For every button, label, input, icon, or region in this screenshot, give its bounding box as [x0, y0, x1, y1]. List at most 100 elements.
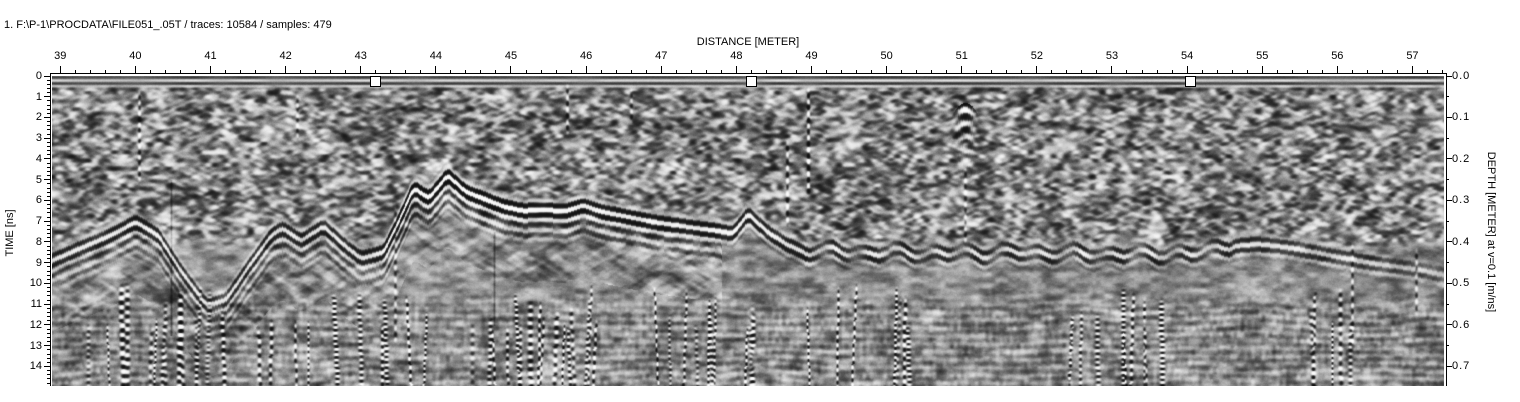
time-tick-label: 12 — [29, 318, 42, 331]
x-major-tick — [961, 66, 963, 73]
time-minor-tick — [47, 191, 50, 193]
time-minor-tick — [47, 349, 50, 351]
x-major-tick — [585, 66, 587, 73]
time-minor-tick — [47, 195, 50, 197]
x-major-tick — [810, 66, 812, 73]
x-minor-tick — [1216, 70, 1218, 73]
x-tick-label: 50 — [880, 50, 893, 62]
time-minor-tick — [47, 170, 50, 172]
x-minor-tick — [1381, 70, 1383, 73]
x-minor-tick — [690, 70, 692, 73]
x-major-tick — [886, 66, 888, 73]
time-minor-tick — [47, 204, 50, 206]
radargram-canvas[interactable] — [52, 76, 1444, 386]
trace-marker[interactable] — [370, 76, 382, 87]
time-minor-tick — [47, 353, 50, 355]
time-major-tick — [44, 282, 50, 284]
x-major-tick — [510, 66, 512, 73]
time-major-tick — [44, 262, 50, 264]
x-minor-tick — [179, 70, 181, 73]
time-minor-tick — [47, 154, 50, 156]
trace-marker[interactable] — [745, 76, 757, 87]
time-major-tick — [44, 220, 50, 222]
x-major-tick — [1411, 66, 1413, 73]
x-tick-label: 46 — [579, 50, 593, 62]
x-minor-tick — [300, 70, 302, 73]
depth-tick-label: 0.5 — [1452, 277, 1471, 290]
depth-tick-label: 0.7 — [1452, 360, 1471, 373]
time-minor-tick — [47, 129, 50, 131]
time-major-tick — [44, 75, 50, 77]
x-minor-tick — [826, 70, 827, 73]
x-minor-tick — [495, 70, 497, 73]
x-major-tick — [134, 66, 136, 73]
time-minor-tick — [47, 382, 50, 384]
x-minor-tick — [149, 70, 151, 73]
time-minor-tick — [47, 249, 50, 251]
time-major-tick — [44, 179, 50, 181]
x-minor-tick — [74, 70, 76, 73]
time-minor-tick — [47, 125, 50, 127]
time-minor-tick — [47, 150, 50, 152]
x-major-tick — [735, 66, 737, 73]
time-minor-tick — [47, 307, 50, 309]
x-minor-tick — [570, 70, 572, 73]
x-minor-tick — [1201, 70, 1203, 73]
time-minor-tick — [47, 162, 50, 164]
time-minor-tick — [47, 212, 50, 214]
x-minor-tick — [645, 70, 647, 73]
x-minor-tick — [465, 70, 467, 73]
time-minor-tick — [47, 146, 50, 148]
time-tick-label: 7 — [35, 215, 42, 228]
x-minor-tick — [991, 70, 993, 73]
x-major-tick — [285, 66, 287, 73]
time-minor-tick — [47, 208, 50, 210]
time-minor-tick — [47, 245, 50, 247]
x-major-tick — [1186, 66, 1188, 73]
time-minor-tick — [47, 258, 50, 260]
time-minor-tick — [47, 328, 50, 330]
time-minor-tick — [47, 274, 50, 276]
x-minor-tick — [1156, 70, 1158, 73]
x-axis-title: DISTANCE [METER] — [696, 36, 800, 48]
depth-tick-label: 0.0 — [1452, 70, 1471, 82]
x-minor-tick — [480, 70, 482, 73]
x-minor-tick — [600, 70, 602, 73]
x-minor-tick — [450, 70, 452, 73]
x-minor-tick — [194, 70, 196, 73]
x-minor-tick — [555, 70, 557, 73]
x-major-tick — [1261, 66, 1263, 73]
x-minor-tick — [89, 70, 91, 73]
depth-minor-tick — [1446, 262, 1449, 264]
trace-marker[interactable] — [1185, 76, 1197, 87]
time-major-tick — [44, 199, 50, 201]
x-major-tick — [435, 66, 437, 73]
depth-minor-tick — [1446, 96, 1449, 98]
x-tick-label: 49 — [805, 50, 818, 62]
depth-minor-tick — [1446, 220, 1449, 222]
x-minor-tick — [225, 70, 227, 73]
time-minor-tick — [47, 166, 50, 168]
time-minor-tick — [47, 237, 50, 239]
time-tick-label: 13 — [29, 339, 42, 352]
x-tick-label: 57 — [1406, 50, 1419, 62]
x-minor-tick — [1441, 70, 1443, 73]
x-minor-tick — [1126, 70, 1128, 73]
x-minor-tick — [420, 70, 422, 73]
time-tick-label: 10 — [29, 277, 42, 290]
time-minor-tick — [47, 312, 50, 314]
depth-major-tick — [1446, 199, 1452, 201]
depth-tick-label: 0.6 — [1452, 318, 1471, 331]
x-major-tick — [360, 66, 362, 73]
time-major-tick — [44, 158, 50, 160]
time-minor-tick — [47, 141, 50, 143]
depth-minor-tick — [1446, 345, 1449, 347]
x-tick-label: 51 — [955, 50, 968, 62]
x-minor-tick — [705, 70, 707, 73]
x-tick-label: 43 — [354, 50, 367, 62]
time-tick-label: 8 — [35, 235, 42, 248]
x-minor-tick — [1276, 70, 1278, 73]
x-tick-label: 47 — [655, 50, 668, 62]
depth-minor-tick — [1446, 137, 1449, 139]
time-major-tick — [44, 116, 50, 118]
